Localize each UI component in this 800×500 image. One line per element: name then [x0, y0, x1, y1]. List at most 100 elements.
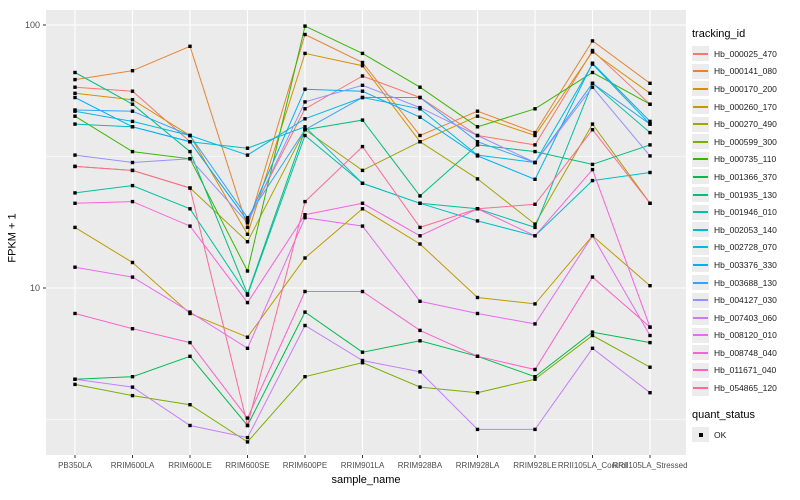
- legend-item: Hb_001946_010: [692, 203, 800, 221]
- x-tick-label: RRII105LA_Stressed: [612, 461, 687, 470]
- data-point: [245, 225, 250, 230]
- legend-item-label: Hb_002053_140: [714, 224, 777, 235]
- data-point: [475, 140, 480, 144]
- data-point: [648, 122, 652, 126]
- data-point: [188, 133, 192, 138]
- data-point: [130, 89, 135, 93]
- legend-swatch-line: [693, 105, 708, 108]
- data-point: [245, 219, 250, 223]
- data-point: [303, 100, 307, 104]
- data-point: [590, 178, 595, 183]
- data-point: [418, 385, 422, 389]
- data-point: [360, 95, 365, 100]
- data-point: [130, 102, 135, 106]
- data-point: [590, 81, 595, 85]
- data-point: [648, 284, 652, 288]
- legend-swatch-line: [693, 123, 708, 126]
- x-tick-label: RRIM600LE: [168, 461, 212, 470]
- legend-swatch-line: [693, 70, 708, 73]
- legend-swatch-line: [693, 193, 708, 196]
- data-point: [303, 128, 307, 132]
- data-point: [188, 403, 192, 407]
- data-point: [418, 194, 422, 198]
- data-point: [418, 140, 422, 144]
- data-point: [130, 109, 135, 113]
- data-point: [73, 265, 77, 269]
- legend-item: Hb_008748_040: [692, 344, 800, 362]
- legend-swatch-line: [693, 334, 708, 337]
- data-point: [73, 70, 77, 75]
- legend-item-label: Hb_008120_010: [714, 330, 777, 341]
- data-point: [360, 74, 365, 78]
- data-point: [418, 242, 422, 246]
- legend-swatch-line: [693, 316, 708, 319]
- data-point: [590, 162, 595, 167]
- data-point: [303, 51, 307, 56]
- legend-key-icon: [692, 46, 709, 62]
- legend-swatch-line: [693, 299, 708, 302]
- data-point: [360, 168, 365, 173]
- legend-swatch-line: [693, 246, 708, 249]
- data-point: [418, 95, 422, 100]
- x-tick-label: RRII105LA_Control: [558, 461, 628, 470]
- data-point: [475, 143, 480, 147]
- data-point: [360, 201, 365, 205]
- data-point: [590, 70, 595, 75]
- x-tick-label: RRIM600SE: [225, 461, 269, 470]
- legend-item-label: Hb_000735_110: [714, 154, 777, 165]
- data-point: [533, 107, 537, 111]
- data-point: [590, 61, 595, 65]
- legend-items: Hb_000025_470 Hb_000141_080 Hb_000170_200 H…: [692, 45, 800, 397]
- legend-item: Hb_000270_490: [692, 115, 800, 133]
- legend-item-label: Hb_001946_010: [714, 207, 777, 218]
- legend-swatch-line: [693, 175, 708, 178]
- data-point: [130, 149, 135, 154]
- data-point: [360, 51, 365, 56]
- legend-item-label: Hb_000025_470: [714, 48, 777, 59]
- legend-key-icon: [692, 292, 709, 308]
- data-point: [73, 311, 77, 316]
- data-point: [360, 118, 365, 122]
- data-point: [475, 391, 480, 395]
- data-point: [303, 256, 307, 260]
- legend-item-label: Hb_001935_130: [714, 189, 777, 200]
- data-point: [303, 125, 307, 129]
- data-point: [188, 44, 192, 48]
- data-point: [303, 310, 307, 314]
- data-point: [533, 149, 537, 154]
- legend-key-icon: [692, 187, 709, 203]
- legend-item: Hb_008120_010: [692, 327, 800, 345]
- legend-key-icon: [692, 257, 709, 273]
- data-point: [418, 105, 422, 110]
- legend-item-label: Hb_011671_040: [714, 365, 777, 376]
- data-point: [418, 328, 422, 333]
- data-point: [648, 143, 652, 147]
- data-point: [590, 128, 595, 132]
- legend-item: Hb_054865_120: [692, 379, 800, 397]
- x-tick-label: PB350LA: [58, 461, 92, 470]
- data-point: [418, 370, 422, 374]
- legend-item: Hb_000599_300: [692, 133, 800, 151]
- legend-key-icon: [692, 222, 709, 238]
- data-point: [648, 201, 652, 205]
- legend-key-icon: [692, 99, 709, 115]
- data-point: [590, 122, 595, 126]
- legend-key-icon: [692, 345, 709, 361]
- data-point: [73, 382, 77, 387]
- data-point: [533, 322, 537, 326]
- data-point: [360, 224, 365, 228]
- legend-title: tracking_id: [692, 28, 746, 40]
- legend-item-label: Hb_000260_170: [714, 101, 777, 112]
- quant-status-key-icon: [692, 427, 709, 443]
- data-point: [73, 91, 77, 95]
- data-point: [130, 327, 135, 331]
- data-point: [533, 367, 537, 372]
- data-point: [475, 207, 480, 211]
- data-point: [360, 207, 365, 211]
- data-point: [533, 234, 537, 238]
- legend2-title: quant_status: [692, 408, 755, 421]
- legend-swatch-line: [693, 52, 708, 55]
- legend-swatch-line: [693, 87, 708, 90]
- legend-key-icon: [692, 151, 709, 167]
